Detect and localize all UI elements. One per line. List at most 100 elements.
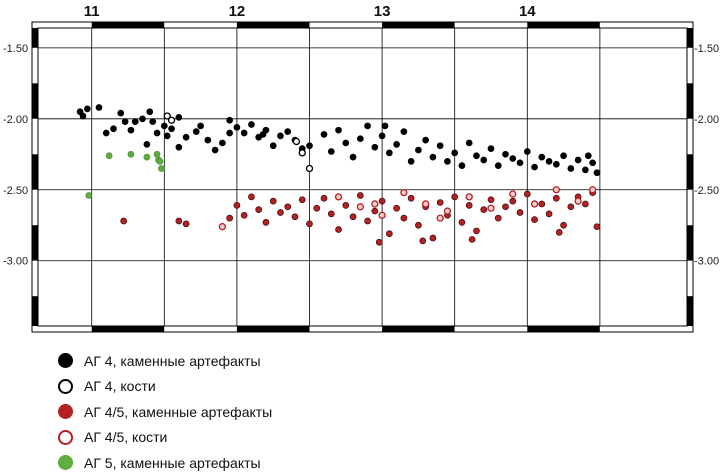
data-point — [284, 203, 292, 211]
data-point — [451, 193, 459, 201]
frame-band-bottom — [382, 326, 455, 332]
y-tick-label-left: -3.00 — [3, 256, 28, 268]
data-point — [167, 116, 176, 124]
data-point — [163, 132, 171, 140]
legend-item: АГ 4, кости — [58, 374, 272, 400]
frame-band-right — [687, 154, 693, 190]
data-point — [120, 217, 128, 225]
data-point — [334, 193, 343, 201]
data-point — [349, 153, 357, 161]
data-point — [153, 150, 161, 158]
data-point — [468, 236, 476, 243]
data-points — [76, 104, 601, 246]
data-point — [531, 163, 538, 171]
y-tick-label-left: -2.00 — [3, 114, 28, 126]
frame-band-right — [687, 225, 693, 261]
data-point — [226, 214, 234, 222]
y-tick-label-left: -1.50 — [3, 43, 28, 55]
frame-band-bottom — [38, 326, 92, 332]
legend-label: АГ 4/5, каменные артефакты — [84, 403, 273, 420]
data-point — [465, 139, 473, 147]
data-point — [175, 217, 183, 225]
data-point — [160, 122, 168, 130]
data-point — [320, 131, 328, 138]
data-point — [593, 223, 601, 231]
data-point — [400, 188, 408, 197]
data-point — [248, 193, 255, 201]
frame-band-bottom — [599, 326, 687, 332]
frame-band-right — [687, 296, 693, 326]
frame-band-bottom — [164, 326, 237, 332]
legend-label: АГ 4, кости — [84, 378, 156, 395]
plot-frame — [31, 21, 694, 333]
data-point — [552, 186, 560, 194]
data-point — [429, 234, 437, 242]
data-point — [381, 122, 389, 130]
x-tick-label: 14 — [519, 3, 536, 20]
data-point — [240, 129, 248, 137]
data-point — [523, 148, 531, 155]
data-point — [349, 213, 357, 221]
data-point — [545, 210, 553, 218]
legend-item: АГ 5, каменные артефакты — [58, 450, 272, 476]
data-point — [327, 148, 335, 155]
x-tick-label: 12 — [229, 3, 246, 20]
data-point — [259, 131, 267, 138]
data-point — [342, 139, 350, 147]
data-point — [139, 115, 146, 123]
data-point — [153, 129, 161, 137]
data-point — [158, 165, 165, 172]
data-point — [560, 221, 567, 229]
data-point — [400, 128, 408, 135]
data-point — [149, 118, 157, 126]
frame-band-left — [32, 260, 38, 297]
data-point — [458, 219, 466, 226]
data-point — [182, 133, 190, 141]
legend-marker — [58, 404, 73, 420]
scatter-plot: 11 12 13 14 -1.50 -1.50 -2.00 -2.00 -2.50 -2.50 -3… — [3, 3, 719, 333]
data-point — [127, 150, 135, 158]
data-point — [487, 145, 495, 152]
data-point — [204, 136, 212, 144]
data-point — [364, 122, 371, 130]
data-point — [378, 211, 386, 219]
data-point — [516, 209, 524, 216]
x-tick-label: 11 — [84, 3, 100, 20]
data-point — [451, 149, 459, 157]
data-point — [538, 200, 546, 208]
frame-band-left — [32, 28, 38, 48]
data-point — [371, 143, 379, 151]
data-point — [589, 159, 596, 167]
data-point — [371, 200, 379, 208]
data-point — [298, 196, 306, 204]
data-point — [284, 128, 292, 135]
data-point — [102, 129, 110, 137]
data-point — [494, 162, 502, 169]
data-point — [127, 126, 135, 134]
data-point — [95, 104, 103, 111]
legend-marker — [58, 353, 73, 369]
legend-label: АГ 4, каменные артефакты — [84, 352, 261, 369]
data-point — [327, 210, 335, 218]
data-point — [487, 204, 495, 212]
data-point — [494, 214, 502, 222]
data-point — [105, 152, 113, 160]
data-point — [371, 207, 379, 215]
data-point — [84, 105, 91, 113]
data-point — [560, 152, 567, 160]
data-point — [175, 143, 183, 151]
data-point — [386, 149, 393, 157]
data-point — [436, 214, 444, 222]
data-point — [531, 216, 538, 223]
data-point — [582, 200, 589, 208]
data-point — [85, 192, 93, 199]
frame-band-left — [32, 296, 38, 326]
data-point — [110, 125, 117, 133]
data-point — [219, 139, 226, 147]
data-point — [356, 203, 364, 211]
data-point — [156, 158, 164, 165]
data-point — [538, 153, 546, 161]
data-point — [584, 152, 592, 160]
data-point — [422, 200, 430, 208]
data-point — [407, 158, 415, 165]
